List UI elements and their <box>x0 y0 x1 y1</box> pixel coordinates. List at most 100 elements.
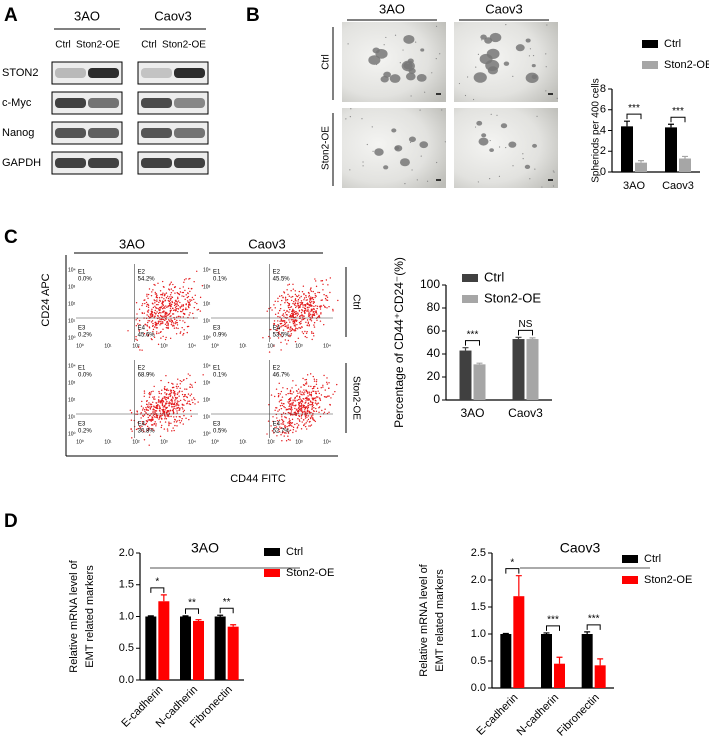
spheroid <box>508 141 517 148</box>
event-dot <box>168 415 170 418</box>
event-dot <box>295 327 297 330</box>
event-dot <box>145 412 147 414</box>
bar <box>473 364 486 400</box>
event-dot <box>156 331 158 333</box>
gate-label: E1 <box>213 366 221 372</box>
protein-label: STON2 <box>2 67 38 79</box>
event-dot <box>302 404 305 406</box>
event-dot <box>293 404 295 407</box>
event-dot <box>311 297 313 300</box>
significance-label: *** <box>628 103 640 114</box>
event-dot <box>173 395 176 397</box>
event-dot <box>172 324 174 326</box>
event-dot <box>282 320 284 322</box>
event-dot <box>161 322 163 325</box>
event-dot <box>144 302 146 305</box>
event-dot <box>150 313 152 316</box>
event-dot <box>170 322 173 324</box>
event-dot <box>181 406 183 409</box>
error-bar <box>529 337 536 340</box>
event-dot <box>148 415 151 417</box>
event-dot <box>298 419 301 421</box>
event-dot <box>181 417 183 420</box>
event-dot <box>181 380 183 383</box>
event-dot <box>271 309 273 311</box>
event-dot <box>184 321 186 324</box>
event-dot <box>268 351 271 353</box>
event-dot <box>307 315 310 317</box>
event-dot <box>277 332 280 334</box>
event-dot <box>314 385 316 388</box>
event-dot <box>184 308 187 311</box>
event-dot <box>315 311 318 314</box>
event-dot <box>295 319 297 321</box>
event-dot <box>154 293 157 295</box>
event-dot <box>282 423 285 425</box>
event-dot <box>281 396 284 398</box>
event-dot <box>286 343 288 345</box>
event-dot <box>173 416 175 418</box>
event-dot <box>181 291 183 294</box>
event-dot <box>162 400 164 402</box>
event-dot <box>284 302 286 304</box>
debris <box>375 52 377 54</box>
event-dot <box>294 293 297 296</box>
debris <box>441 109 443 111</box>
event-dot <box>287 430 289 433</box>
event-dot <box>290 290 292 292</box>
event-dot <box>140 412 142 414</box>
event-dot <box>164 323 167 325</box>
event-dot <box>291 310 294 313</box>
event-dot <box>127 330 129 332</box>
event-dot <box>166 415 168 417</box>
event-dot <box>158 418 160 420</box>
event-dot <box>168 424 170 427</box>
event-dot <box>152 396 154 398</box>
event-dot <box>288 420 290 423</box>
event-dot <box>154 411 156 413</box>
event-dot <box>287 330 289 333</box>
event-dot <box>149 403 151 406</box>
spheroid <box>383 165 389 170</box>
event-dot <box>289 335 291 338</box>
event-dot <box>312 298 315 301</box>
x-tick-label: 10⁴ <box>323 439 331 445</box>
event-dot <box>326 299 329 302</box>
event-dot <box>146 399 148 402</box>
y-tick-label: 10² <box>68 397 76 403</box>
event-dot <box>312 314 314 316</box>
event-dot <box>328 387 330 389</box>
debris <box>379 55 381 57</box>
event-dot <box>148 288 151 290</box>
event-dot <box>176 322 178 324</box>
event-dot <box>164 312 166 315</box>
event-dot <box>273 432 275 434</box>
event-dot <box>287 326 290 328</box>
event-dot <box>177 300 180 302</box>
event-dot <box>295 316 297 318</box>
event-dot <box>278 295 281 297</box>
event-dot <box>193 306 196 309</box>
event-dot <box>287 392 289 395</box>
event-dot <box>311 397 313 399</box>
event-dot <box>186 331 188 334</box>
event-dot <box>327 395 329 397</box>
event-dot <box>188 278 190 280</box>
event-dot <box>161 398 163 401</box>
event-dot <box>169 299 171 302</box>
event-dot <box>183 379 185 381</box>
event-dot <box>160 415 162 417</box>
event-dot <box>189 383 191 385</box>
event-dot <box>328 382 330 384</box>
event-dot <box>160 306 162 309</box>
event-dot <box>172 411 175 414</box>
legend-swatch <box>462 274 478 282</box>
event-dot <box>278 309 281 312</box>
event-dot <box>143 392 146 394</box>
event-dot <box>174 322 176 325</box>
event-dot <box>159 308 161 310</box>
event-dot <box>169 302 172 304</box>
event-dot <box>307 306 309 309</box>
legend-label: Ston2-OE <box>644 574 692 586</box>
